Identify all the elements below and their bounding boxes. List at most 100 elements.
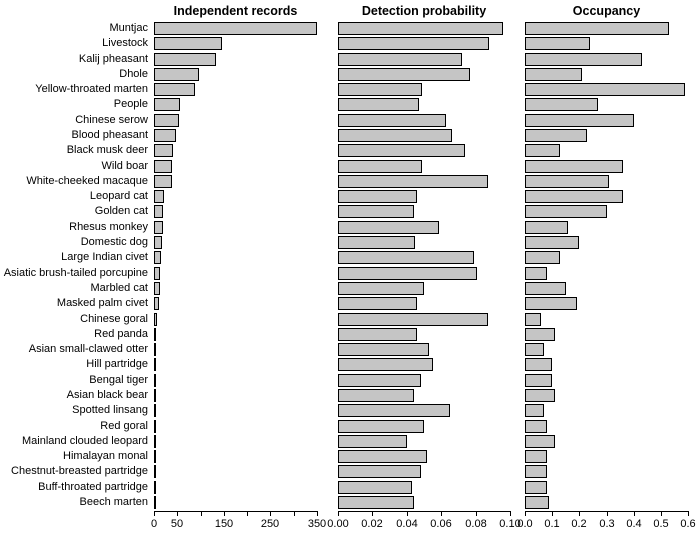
bar — [154, 37, 222, 50]
species-label: Yellow-throated marten — [35, 83, 148, 95]
bar — [338, 251, 474, 264]
x-axis-tick — [661, 511, 662, 516]
x-axis-tick-label: 50 — [170, 518, 184, 530]
bar — [525, 297, 577, 310]
x-axis-tick — [270, 511, 271, 516]
species-label: Buff-throated partridge — [38, 481, 148, 493]
species-label: Spotted linsang — [72, 404, 148, 416]
bar — [525, 313, 541, 326]
species-label: Beech marten — [79, 496, 148, 508]
species-label: Asiatic brush-tailed porcupine — [3, 267, 148, 279]
bar — [154, 313, 157, 326]
bar — [338, 481, 412, 494]
x-axis-tick — [294, 511, 295, 516]
bar — [525, 267, 547, 280]
x-axis-tick — [510, 511, 511, 516]
bar — [525, 160, 623, 173]
bar — [338, 236, 415, 249]
bar — [338, 68, 470, 81]
bar — [154, 267, 160, 280]
bar — [154, 328, 156, 341]
bar — [154, 22, 317, 35]
x-axis-tick-label: 0.2 — [571, 518, 587, 530]
bar — [154, 83, 195, 96]
species-label: Wild boar — [101, 160, 148, 172]
bar — [338, 282, 424, 295]
bar — [154, 358, 156, 371]
panel-title: Independent records — [173, 4, 298, 18]
species-label: Red panda — [94, 328, 148, 340]
bar — [154, 144, 173, 157]
panel-title: Occupancy — [572, 4, 641, 18]
bar — [525, 144, 560, 157]
bar — [525, 404, 544, 417]
bar — [338, 343, 429, 356]
bar — [525, 221, 568, 234]
x-axis-tick-label: 0.00 — [327, 518, 349, 530]
species-label: Mainland clouded leopard — [22, 435, 148, 447]
species-label: Rhesus monkey — [69, 221, 148, 233]
bar — [154, 389, 156, 402]
species-label: Golden cat — [94, 205, 148, 217]
x-axis-tick — [441, 511, 442, 516]
bar — [154, 53, 216, 66]
bar — [338, 358, 433, 371]
bar — [338, 450, 427, 463]
bar — [525, 37, 590, 50]
bar — [525, 205, 607, 218]
bar — [525, 374, 552, 387]
bar — [154, 435, 156, 448]
species-label: Muntjac — [109, 22, 148, 34]
x-axis-tick — [476, 511, 477, 516]
bar — [525, 496, 549, 509]
bar — [154, 236, 162, 249]
bar — [338, 22, 503, 35]
bar — [154, 160, 172, 173]
x-axis-tick-label: 0.4 — [626, 518, 642, 530]
bar — [338, 83, 422, 96]
bar — [154, 175, 172, 188]
bar — [525, 481, 547, 494]
species-label: Red goral — [100, 420, 148, 432]
bar — [338, 190, 417, 203]
x-axis-tick-label: 0.08 — [465, 518, 487, 530]
x-axis-tick-label: 0.0 — [517, 518, 533, 530]
x-axis-tick — [177, 511, 178, 516]
bar — [154, 98, 180, 111]
species-label: People — [113, 98, 148, 110]
bar — [154, 68, 199, 81]
bar — [154, 221, 163, 234]
species-label: Livestock — [102, 37, 148, 49]
x-axis-tick-label: 0.06 — [430, 518, 452, 530]
species-label: Leopard cat — [89, 190, 148, 202]
bar — [154, 420, 156, 433]
bar — [338, 37, 489, 50]
x-axis-tick — [688, 511, 689, 516]
x-axis-tick-label: 250 — [260, 518, 280, 530]
bar — [338, 313, 488, 326]
bar — [525, 343, 544, 356]
species-label: Black musk deer — [66, 144, 148, 156]
x-axis-tick — [552, 511, 553, 516]
bar — [525, 420, 547, 433]
bar — [338, 465, 421, 478]
bar — [338, 53, 462, 66]
bar — [338, 328, 417, 341]
bar — [525, 22, 669, 35]
x-axis-tick-label: 0 — [150, 518, 158, 530]
bar — [525, 282, 566, 295]
bar — [338, 114, 446, 127]
bar — [525, 435, 555, 448]
bar — [154, 282, 160, 295]
bar — [525, 450, 547, 463]
bar — [525, 465, 547, 478]
x-axis-tick — [338, 511, 339, 516]
bar — [525, 98, 598, 111]
x-axis-line — [154, 511, 317, 512]
bar — [338, 420, 424, 433]
bar — [154, 496, 156, 509]
bar — [154, 251, 161, 264]
x-axis-tick-label: 0.02 — [361, 518, 383, 530]
x-axis-tick — [579, 511, 580, 516]
bar — [154, 404, 156, 417]
